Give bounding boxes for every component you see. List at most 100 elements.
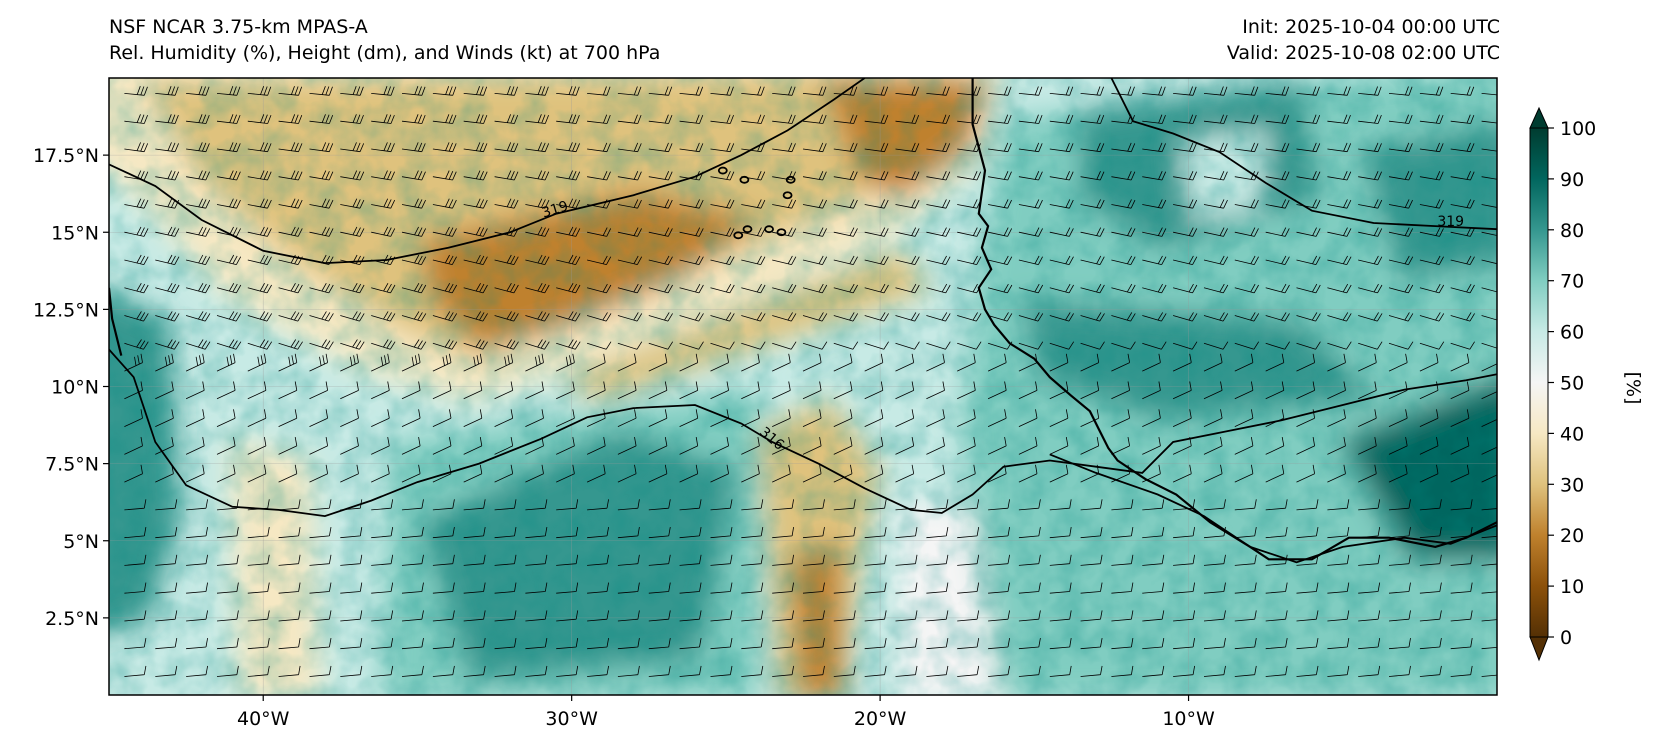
wind-barb — [772, 582, 794, 594]
south-america-coastline — [109, 287, 123, 356]
wind-barb — [1049, 499, 1072, 511]
wind-barb — [1450, 499, 1473, 511]
colorbar-tick-label-4: 40 — [1560, 423, 1584, 445]
wind-barb — [556, 114, 580, 124]
wind-barb — [124, 339, 149, 350]
wind-barb — [802, 353, 822, 372]
wind-barb — [833, 464, 853, 483]
wind-barb — [1142, 527, 1165, 539]
wind-barb — [1049, 554, 1072, 566]
wind-barb — [926, 255, 951, 265]
wind-barb — [1419, 437, 1439, 455]
wind-barb — [309, 582, 332, 594]
wind-barb — [1142, 381, 1161, 400]
wind-barb — [371, 170, 395, 181]
wind-barb — [648, 283, 673, 294]
wind-barb — [309, 226, 334, 237]
wind-barb — [124, 437, 143, 455]
wind-barb — [617, 638, 640, 650]
wind-barb — [371, 409, 390, 427]
wind-barb — [587, 638, 609, 650]
wind-barb — [309, 114, 334, 124]
wind-barb — [247, 283, 272, 294]
wind-barb — [216, 464, 236, 483]
wind-barb — [216, 283, 242, 294]
wind-barb — [155, 610, 178, 622]
wind-barb — [1388, 610, 1411, 622]
wind-barb — [463, 582, 486, 594]
wind-barb — [556, 142, 580, 153]
wind-barb — [1080, 312, 1105, 322]
wind-barb — [895, 341, 920, 350]
wind-barb — [186, 142, 210, 153]
wind-barb — [926, 341, 951, 350]
wind-barb — [1296, 381, 1315, 400]
wind-barb — [1327, 610, 1350, 622]
wind-barb — [1327, 86, 1351, 96]
wind-barb — [463, 170, 488, 181]
wind-barb — [710, 142, 735, 153]
wind-barb — [895, 86, 919, 96]
colorbar-label: [%] — [1622, 372, 1644, 405]
wind-barb — [833, 353, 853, 372]
wind-barb — [371, 226, 396, 237]
wind-barb — [710, 499, 733, 511]
wind-barb — [988, 114, 1012, 124]
wind-barb — [401, 582, 424, 594]
wind-barb — [186, 86, 210, 96]
wind-barb — [1142, 554, 1165, 566]
wind-barb — [278, 554, 301, 566]
wind-barb — [1173, 171, 1197, 181]
wind-barb — [895, 638, 918, 650]
wind-barb — [432, 409, 452, 427]
wind-barb — [926, 142, 951, 153]
cape-verde-island-0 — [717, 166, 728, 175]
wind-barb — [1018, 665, 1041, 677]
wind-barb — [587, 610, 609, 622]
wind-barb — [1327, 582, 1350, 594]
wind-barb — [1018, 409, 1038, 427]
wind-barb — [987, 381, 1007, 400]
wind-barb — [401, 381, 421, 400]
wind-barb — [186, 226, 211, 237]
wind-barb — [155, 665, 178, 677]
wind-barb — [1018, 499, 1041, 511]
wind-barb — [617, 381, 637, 400]
wind-barb — [371, 437, 390, 455]
wind-barb — [1296, 86, 1320, 96]
contour-label-0: 319 — [540, 198, 570, 221]
wind-barb — [247, 638, 270, 650]
wind-barb — [1173, 142, 1197, 153]
wind-barb — [186, 527, 208, 539]
wind-barb — [710, 437, 729, 455]
wind-barb — [186, 114, 210, 124]
wind-barb — [1296, 464, 1315, 483]
wind-barb — [802, 464, 822, 483]
wind-barb — [741, 255, 766, 265]
wind-barb — [1481, 287, 1497, 293]
wind-barb — [556, 339, 581, 350]
wind-barb — [1265, 464, 1285, 483]
wind-barb — [278, 464, 298, 483]
wind-barb — [1049, 227, 1074, 237]
wind-barb — [278, 638, 301, 650]
wind-barb — [371, 464, 390, 483]
wind-barb — [1450, 437, 1470, 455]
wind-barb — [648, 527, 671, 539]
wind-barb — [772, 142, 796, 153]
y-tick-label-4: 7.5°N — [45, 454, 99, 476]
height-contour-316-3 — [1049, 453, 1497, 564]
wind-barb — [124, 638, 147, 650]
wind-barb — [1018, 86, 1043, 96]
wind-barb — [525, 114, 549, 124]
wind-barb — [1358, 114, 1382, 124]
wind-barb — [1450, 409, 1470, 427]
wind-barb — [525, 499, 548, 511]
wind-barb — [185, 283, 211, 294]
wind-barb — [1018, 582, 1041, 594]
wind-barb — [309, 409, 328, 427]
wind-barb — [1265, 283, 1290, 294]
wind-barb — [340, 86, 364, 96]
wind-barb — [278, 226, 303, 237]
